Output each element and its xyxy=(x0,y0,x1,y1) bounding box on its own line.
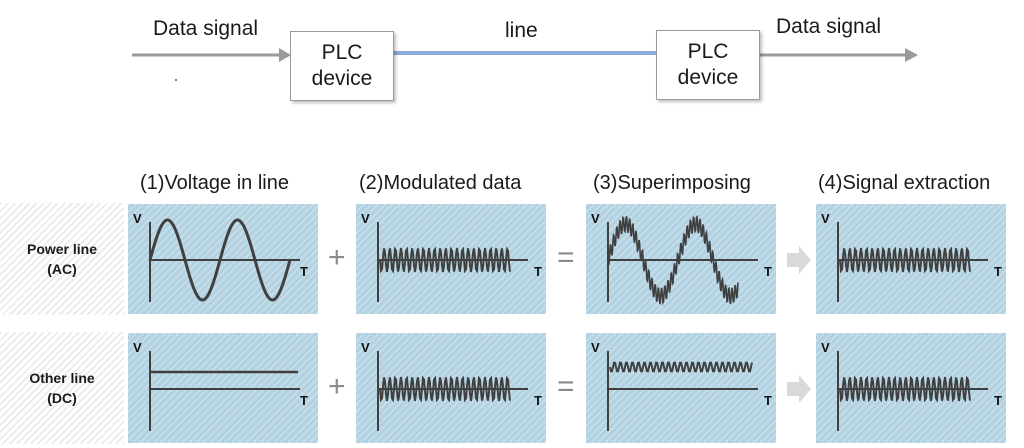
panel-superimposed-dc: V T xyxy=(586,333,776,443)
plc-device-right-line2: device xyxy=(677,66,739,89)
row-label-other-line: Other line (DC) xyxy=(0,332,124,444)
column-header-modulated-data: (2)Modulated data xyxy=(359,172,522,194)
axis-t-label: T xyxy=(534,264,542,279)
line-label: line xyxy=(505,19,538,42)
axis-t-label: T xyxy=(764,393,772,408)
equals-operator: = xyxy=(557,370,575,403)
panel-extracted-signal-dc: V T xyxy=(816,333,1006,443)
axis-v-label: V xyxy=(591,211,600,226)
axis-t-label: T xyxy=(764,264,772,279)
plus-operator: + xyxy=(328,241,346,274)
plc-device-left-line2: device xyxy=(311,67,373,90)
input-data-signal-label: Data signal xyxy=(153,17,259,40)
panel-extracted-signal-ac: V T xyxy=(816,204,1006,314)
axis-v-label: V xyxy=(821,211,830,226)
plc-device-left: PLC device xyxy=(290,31,394,101)
plus-operator: + xyxy=(328,370,346,403)
panel-superimposed-ac: V T xyxy=(586,204,776,314)
superimposed-ac-wave xyxy=(607,214,739,306)
arrow-to-extraction xyxy=(787,246,811,274)
axis-t-label: T xyxy=(534,393,542,408)
equals-operator: = xyxy=(557,241,575,274)
extracted-signal-wave xyxy=(839,375,971,403)
row-label-power-line-type: (AC) xyxy=(47,261,77,277)
axis-v-label: V xyxy=(591,340,600,355)
plc-device-left-line1: PLC xyxy=(321,41,363,64)
axis-v-label: V xyxy=(361,340,370,355)
axis-t-label: T xyxy=(300,264,308,279)
axis-v-label: V xyxy=(133,211,142,226)
row-label-other-line-name: Other line xyxy=(29,370,95,386)
axis-t-label: T xyxy=(994,393,1002,408)
superimposed-dc-wave xyxy=(609,361,753,373)
column-header-signal-extraction: (4)Signal extraction xyxy=(818,172,991,194)
row-label-power-line-name: Power line xyxy=(26,241,98,257)
modulated-data-wave xyxy=(379,246,511,274)
row-label-other-line-type: (DC) xyxy=(47,390,77,406)
axis-v-label: V xyxy=(133,340,142,355)
ac-sine-wave xyxy=(148,218,292,302)
axis-v-label: V xyxy=(821,340,830,355)
panel-ac-voltage: V T xyxy=(128,204,318,314)
panel-dc-voltage: V T xyxy=(128,333,318,443)
axis-v-label: V xyxy=(361,211,370,226)
panel-modulated-data-dc: V T xyxy=(356,333,546,443)
column-header-voltage-in-line: (1)Voltage in line xyxy=(140,172,289,194)
axis-t-label: T xyxy=(300,393,308,408)
signal-flow-lines xyxy=(132,48,918,81)
plc-device-right: PLC device xyxy=(656,30,760,100)
arrow-to-extraction xyxy=(787,375,811,403)
row-label-power-line: Power line (AC) xyxy=(0,203,124,315)
plc-device-right-line1: PLC xyxy=(687,40,729,63)
output-data-signal-label: Data signal xyxy=(776,15,882,38)
column-header-superimposing: (3)Superimposing xyxy=(593,172,751,194)
panel-modulated-data-ac: V T xyxy=(356,204,546,314)
extracted-signal-wave xyxy=(839,246,971,274)
axis-t-label: T xyxy=(994,264,1002,279)
modulated-data-wave xyxy=(379,375,511,403)
